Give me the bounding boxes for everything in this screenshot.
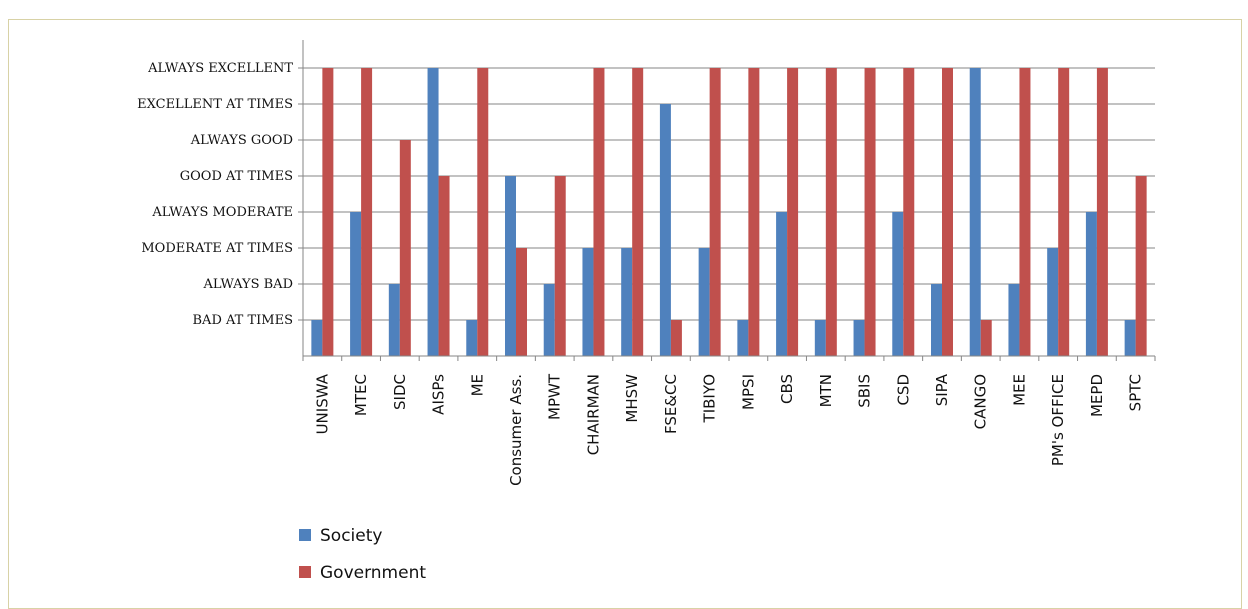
bar-society-mhsw: [621, 248, 633, 356]
bar-government-mpsi: [748, 68, 760, 356]
bar-government-fse-cc: [670, 320, 682, 356]
bar-government-mhsw: [632, 68, 644, 356]
y-tick-label-bad-at-times: BAD AT TIMES: [193, 313, 294, 328]
y-tick-label-always-bad: ALWAYS BAD: [203, 277, 293, 292]
x-tick-label-mee: MEE: [1010, 374, 1028, 406]
x-tick-label-sidc: SIDC: [391, 374, 409, 410]
bar-society-cango: [969, 68, 981, 356]
x-tick-label-mepd: MEPD: [1088, 374, 1106, 417]
bar-society-mee: [1008, 284, 1020, 356]
bar-government-cango: [980, 320, 992, 356]
bar-government-me: [477, 68, 489, 356]
bar-government-cbs: [787, 68, 799, 356]
y-tick-label-always-moderate: ALWAYS MODERATE: [151, 205, 293, 220]
x-tick-label-me: ME: [468, 374, 486, 396]
bar-government-consumer-ass: [516, 248, 527, 356]
legend-label-society: Society: [320, 526, 382, 546]
bar-government-aisps: [438, 176, 450, 356]
bar-society-mepd: [1085, 212, 1097, 356]
bar-society-mtn: [814, 320, 826, 356]
bar-society-sbis: [853, 320, 865, 356]
bar-society-mpsi: [737, 320, 749, 356]
bar-society-chairman: [582, 248, 594, 356]
y-tick-labels: BAD AT TIMES ALWAYS BAD MODERATE AT TIMES A…: [137, 61, 293, 328]
x-tick-label-cbs: CBS: [778, 374, 796, 404]
bar-society-sptc: [1124, 320, 1136, 356]
bar-government-mtec: [361, 68, 373, 356]
x-tick-label-pm-s-office: PM's OFFICE: [1049, 374, 1067, 466]
legend-swatch-government: [299, 566, 311, 578]
x-tick-label-sbis: SBIS: [856, 374, 874, 408]
x-tick-label-sptc: SPTC: [1127, 374, 1145, 411]
bar-government-sidc: [399, 140, 411, 356]
bar-society-csd: [892, 212, 904, 356]
y-tick-label-always-excellent: ALWAYS EXCELLENT: [147, 61, 293, 76]
x-tick-label-consumer-ass: Consumer Ass.: [507, 374, 525, 486]
bar-government-sptc: [1135, 176, 1147, 356]
bar-society-mtec: [350, 212, 362, 356]
bar-government-sipa: [942, 68, 953, 356]
x-tick-label-mpsi: MPSI: [739, 374, 757, 410]
bar-government-pm-s-office: [1058, 68, 1070, 356]
x-tick-label-tibiyo: TIBIYO: [701, 374, 719, 423]
legend: Society Government: [299, 526, 426, 583]
x-tick-label-chairman: CHAIRMAN: [584, 374, 602, 455]
bar-society-mpwt: [543, 284, 555, 356]
bar-government-tibiyo: [709, 68, 721, 356]
x-tick-label-mhsw: MHSW: [623, 374, 641, 423]
bar-society-sipa: [931, 284, 942, 356]
bar-government-chairman: [593, 68, 605, 356]
y-tick-label-excellent-at-times: EXCELLENT AT TIMES: [137, 97, 293, 112]
x-tick-label-mtn: MTN: [817, 374, 835, 407]
y-tick-label-good-at-times: GOOD AT TIMES: [180, 169, 293, 184]
bar-government-mee: [1019, 68, 1031, 356]
x-tick-label-mpwt: MPWT: [546, 373, 564, 420]
bar-government-mepd: [1096, 68, 1108, 356]
legend-swatch-society: [299, 529, 311, 541]
x-tick-labels: UNISWA MTEC SIDC AISPs ME Consumer Ass. MPWT CH…: [313, 373, 1144, 486]
x-tick-label-cango: CANGO: [972, 374, 990, 429]
bar-chart: BAD AT TIMES ALWAYS BAD MODERATE AT TIMES A…: [137, 40, 1156, 583]
x-tick-label-uniswa: UNISWA: [313, 373, 331, 434]
bar-society-cbs: [776, 212, 788, 356]
legend-label-government: Government: [320, 563, 426, 583]
y-tick-label-always-good: ALWAYS GOOD: [190, 133, 293, 148]
bar-society-sidc: [388, 284, 400, 356]
y-tick-label-moderate-at-times: MODERATE AT TIMES: [141, 241, 293, 256]
x-tick-label-csd: CSD: [894, 374, 912, 406]
bar-society-tibiyo: [698, 248, 710, 356]
bar-government-sbis: [864, 68, 876, 356]
bar-government-csd: [903, 68, 915, 356]
bar-society-consumer-ass: [505, 176, 516, 356]
bar-society-aisps: [427, 68, 439, 356]
x-tick-label-sipa: SIPA: [933, 373, 951, 406]
bar-society-fse-cc: [659, 104, 671, 356]
bars: [311, 68, 1147, 356]
axes: [298, 40, 1156, 361]
x-tick-label-mtec: MTEC: [352, 374, 370, 416]
bar-society-uniswa: [311, 320, 323, 356]
x-tick-label-fse-cc: FSE&CC: [662, 374, 680, 434]
x-tick-label-aisps: AISPs: [430, 374, 448, 415]
bar-government-mtn: [825, 68, 837, 356]
bar-society-me: [466, 320, 478, 356]
bar-society-pm-s-office: [1047, 248, 1059, 356]
bar-government-uniswa: [322, 68, 334, 356]
bar-government-mpwt: [554, 176, 566, 356]
